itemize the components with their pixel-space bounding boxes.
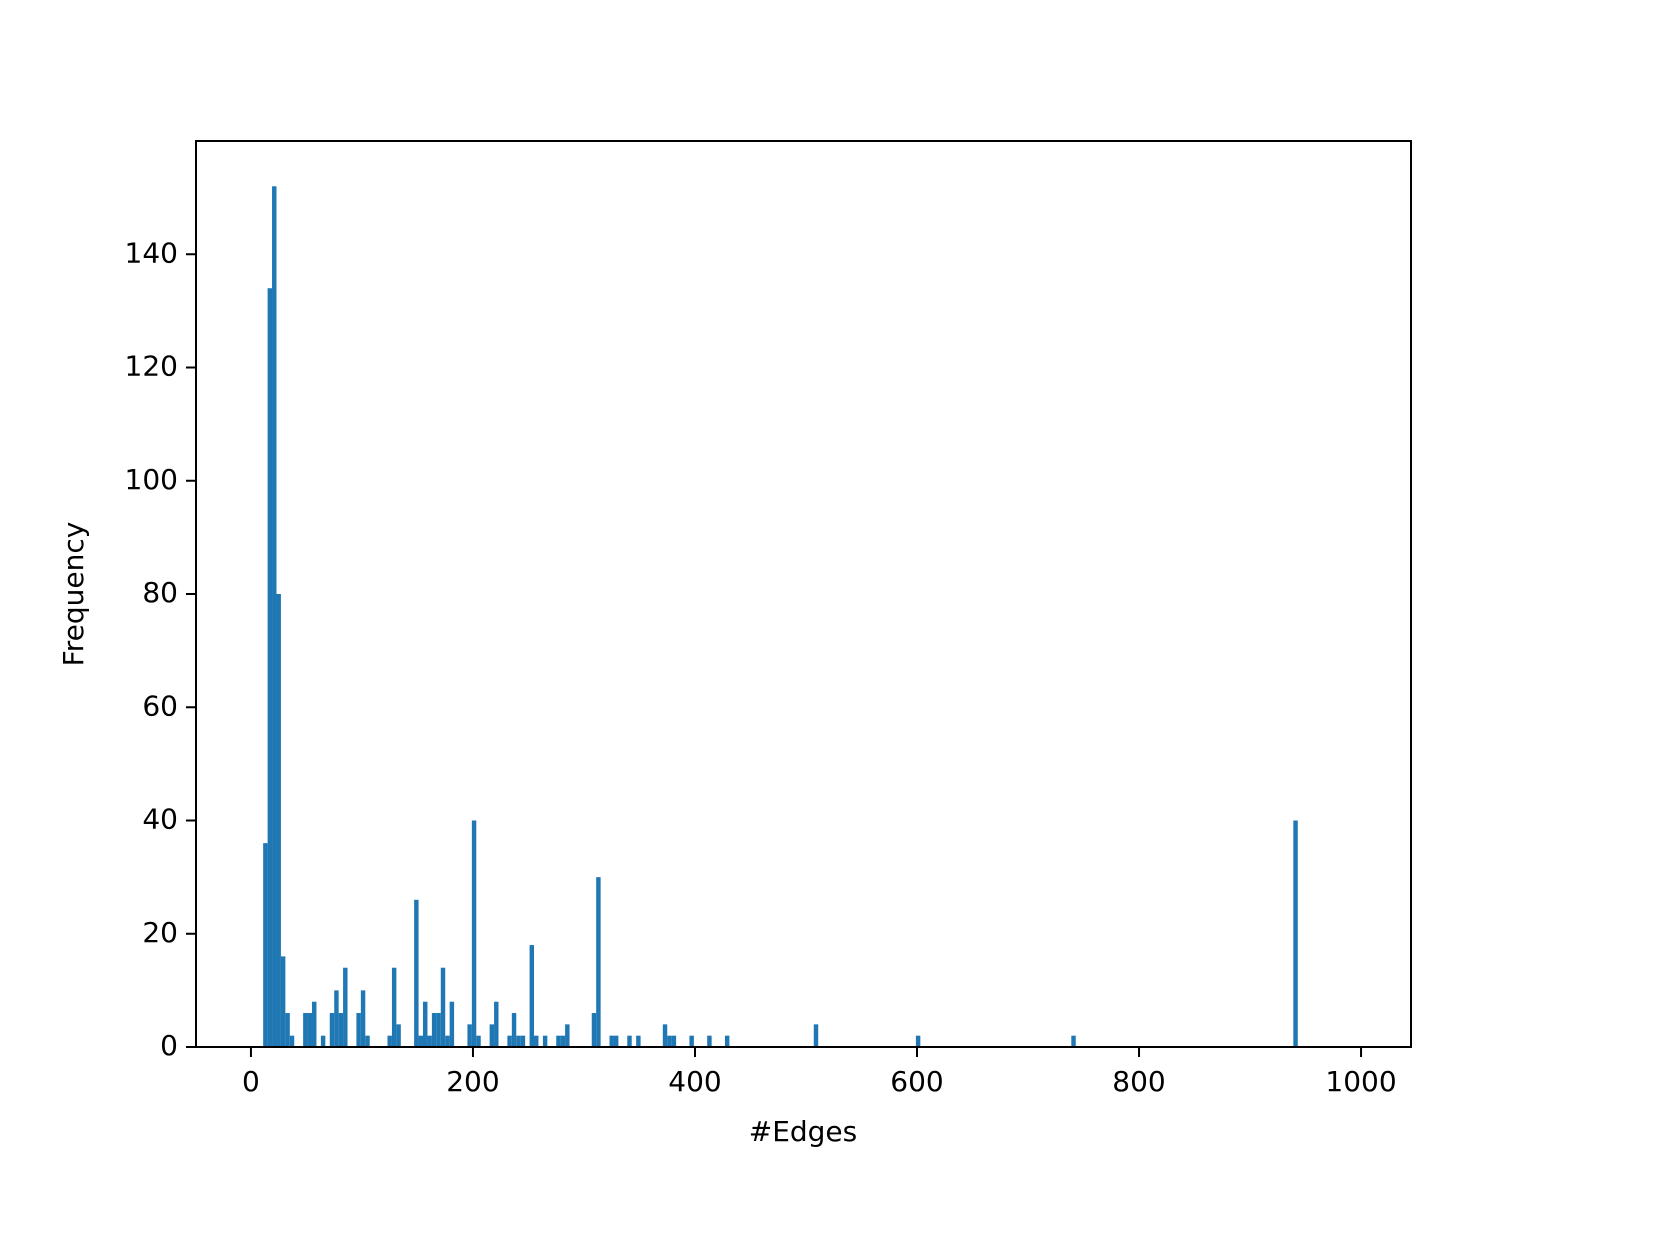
bar <box>520 1035 526 1047</box>
bar <box>414 899 419 1047</box>
bar <box>449 1001 455 1047</box>
bar <box>494 1001 499 1047</box>
bar <box>329 1013 335 1047</box>
x-axis-label: #Edges <box>749 1115 858 1148</box>
bar <box>467 1024 472 1047</box>
x-tick-label: 200 <box>446 1065 499 1098</box>
bar <box>591 1013 597 1047</box>
bar <box>671 1035 677 1047</box>
bar <box>507 1035 512 1047</box>
bar <box>391 967 397 1047</box>
bar <box>272 186 277 1048</box>
plot-frame <box>195 140 1412 1048</box>
bar <box>263 843 268 1047</box>
y-tick-label: 120 <box>125 350 178 383</box>
bar <box>511 1013 517 1047</box>
y-axis-label: Frequency <box>57 522 90 667</box>
bar <box>423 1001 428 1047</box>
bar <box>1293 820 1298 1047</box>
bar <box>334 990 339 1047</box>
bar <box>440 967 446 1047</box>
bar <box>427 1035 432 1047</box>
bar <box>338 1013 344 1047</box>
bar <box>289 1035 295 1047</box>
bar <box>436 1013 441 1047</box>
bar <box>280 956 286 1047</box>
bar <box>418 1035 424 1047</box>
x-tick-label: 400 <box>668 1065 721 1098</box>
x-tick-label: 1000 <box>1325 1065 1396 1098</box>
bar <box>276 594 281 1047</box>
bar <box>285 1013 290 1047</box>
bar <box>689 1035 694 1047</box>
y-tick-label: 40 <box>142 803 178 836</box>
y-tick-label: 100 <box>125 463 178 496</box>
y-tick-label: 80 <box>142 576 178 609</box>
bar <box>471 820 477 1047</box>
bar <box>343 967 348 1047</box>
y-tick-label: 20 <box>142 916 178 949</box>
bar <box>565 1024 570 1047</box>
bar <box>915 1035 921 1047</box>
x-tick-label: 800 <box>1112 1065 1165 1098</box>
bar <box>387 1035 392 1047</box>
bar <box>307 1013 313 1047</box>
bar <box>529 945 535 1047</box>
bar <box>320 1035 326 1047</box>
bar <box>431 1013 437 1047</box>
bar <box>613 1035 619 1047</box>
y-tick-label: 60 <box>142 689 178 722</box>
bar <box>516 1035 521 1047</box>
bar <box>560 1035 566 1047</box>
x-tick-label: 600 <box>890 1065 943 1098</box>
bar <box>813 1024 819 1047</box>
bar <box>445 1035 450 1047</box>
bar <box>627 1035 632 1047</box>
bar <box>489 1024 495 1047</box>
bar <box>609 1035 614 1047</box>
y-tick-label: 0 <box>160 1029 178 1062</box>
bar <box>707 1035 712 1047</box>
bar <box>356 1013 361 1047</box>
y-tick-label: 140 <box>125 236 178 269</box>
bar <box>596 877 601 1047</box>
bar <box>360 990 366 1047</box>
bar <box>396 1024 401 1047</box>
bar <box>556 1035 561 1047</box>
bar <box>312 1001 317 1047</box>
bar <box>662 1024 668 1047</box>
bar <box>476 1035 481 1047</box>
bar <box>542 1035 548 1047</box>
bar <box>267 288 273 1048</box>
x-tick-label: 0 <box>242 1065 260 1098</box>
bar <box>636 1035 641 1047</box>
bar <box>1071 1035 1076 1047</box>
bar <box>667 1035 672 1047</box>
bar <box>303 1013 308 1047</box>
bar <box>534 1035 539 1047</box>
bar <box>365 1035 370 1047</box>
bar <box>724 1035 730 1047</box>
